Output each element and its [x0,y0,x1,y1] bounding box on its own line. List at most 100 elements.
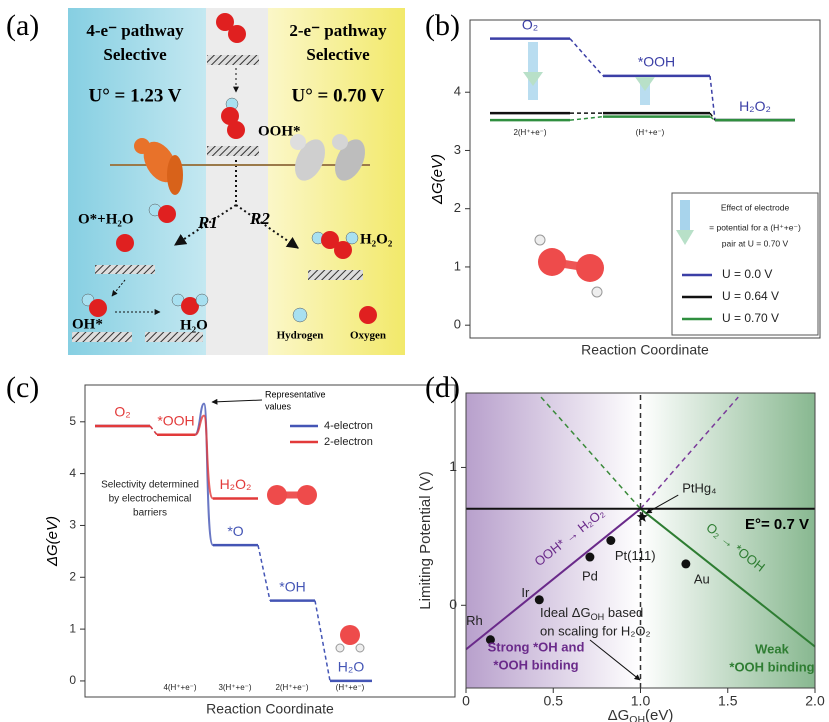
molecules [72,13,377,342]
x-axis-label: Reaction Coordinate [581,342,709,358]
annotation: Selectivity determined [101,480,199,491]
point-label: Au [694,571,710,586]
y-axis-label: Limiting Potential (V) [417,471,434,609]
point-label: PtHg₄ [682,481,716,496]
line [540,396,642,510]
text-part: OH [629,714,645,722]
species-label: OH* [72,316,103,332]
molecule-atom [355,643,365,653]
connector [149,425,158,436]
effect-arrow [640,80,650,105]
connector [314,600,331,682]
species-label: OOH* [258,123,301,139]
step-label: (H⁺+e⁻) [636,128,665,137]
legend-arrow-head [676,230,694,245]
text-part: Ideal ΔG [540,605,591,620]
line [639,396,739,510]
connector [709,75,716,121]
point-label: Ir [521,585,530,600]
molecule-atom [340,625,360,645]
connector [569,115,604,121]
level-label: *OOH [157,412,194,428]
legend-label: U = 0.64 V [722,289,779,303]
connector [709,116,716,121]
point-label: Pd [582,568,598,583]
molecule-atom [538,248,566,276]
step-label: 2(H⁺+e⁻) [513,128,546,137]
y-tick-label: 1 [449,458,457,474]
x-tick-label: 1.5 [718,693,738,709]
effect-arrow-head [523,72,543,86]
x-tick-label: 0.5 [544,693,564,709]
level-label: H₂O₂ [220,476,252,492]
annotation: values [265,401,292,411]
species-label: O*+H₂O [78,211,134,227]
annotation: barriers [133,508,167,519]
legend-arrow [680,200,690,230]
pathway-subtitle: Selective [103,45,167,64]
annotation: Representative [265,389,326,399]
text-part: OH [591,612,605,622]
level-label: O₂ [522,16,538,32]
molecule-atom [534,234,546,246]
pathway-title: 4-e⁻ pathway [86,21,184,40]
level-label: *OOH [638,54,675,70]
annotation: by electrochemical [109,494,192,505]
annotation: *OOH binding [493,657,578,672]
x-axis-label: Reaction Coordinate [206,701,334,717]
y-tick-label: 0 [449,596,457,612]
text-part: based [604,605,643,620]
level-label: *OH [279,578,305,594]
point-label: Rh [466,613,483,628]
step-label: 4(H⁺+e⁻) [163,683,196,692]
level-label: H₂O [338,659,365,675]
route-label: R1 [197,213,218,232]
legend-label: 2-electron [324,436,373,448]
step-label: (H⁺+e⁻) [336,683,365,692]
pathway-subtitle: Selective [306,45,370,64]
connector [257,544,271,601]
panel-label: (c) [6,371,39,404]
y-axis-label: ΔG(eV) [429,154,446,205]
annotation: Ideal ΔGOH based [540,605,643,622]
y-axis-label: ΔG(eV) [44,516,61,567]
effect-arrow-head [635,77,655,91]
annotation: Strong *OH and [488,639,585,654]
annotation: *OOH binding [729,659,814,674]
level-label: H₂O₂ [739,98,771,114]
annotation-arrow [211,398,263,405]
barrier [194,402,214,547]
x-axis-label: ΔGOH(eV) [608,707,674,722]
y-tick-label: 0 [454,317,461,332]
y-tick-label: 1 [69,621,76,635]
legend-label: 4-electron [324,420,373,432]
point [485,635,495,645]
point-star [636,511,648,522]
y-tick-label: 1 [454,258,461,273]
panel-label: (a) [6,9,39,42]
molecule-atom [576,254,604,282]
species-label: H₂O [180,317,208,333]
plot-frame [469,19,821,339]
y-tick-label: 2 [69,569,76,583]
y-tick-label: 4 [69,466,76,480]
molecule-atom [591,286,603,298]
effect-arrow [528,42,538,100]
x-tick-label: 2.0 [805,693,825,709]
panel-label: (d) [425,371,460,404]
point [585,552,595,562]
region-weak [640,393,815,688]
text-part: (eV) [645,707,673,722]
potential: U° = 1.23 V [88,85,181,106]
connector [569,38,604,77]
x-tick-label: 0 [462,693,470,709]
legend-note: = potential for a (H⁺+e⁻) [709,222,801,232]
point [534,595,544,605]
legend-label: Oxygen [350,330,386,342]
potential: U° = 0.70 V [291,85,384,106]
y-tick-label: 0 [69,673,76,687]
pathway-title: 2-e⁻ pathway [289,21,387,40]
y-tick-label: 3 [454,142,461,157]
legend-label: U = 0.70 V [722,311,779,325]
